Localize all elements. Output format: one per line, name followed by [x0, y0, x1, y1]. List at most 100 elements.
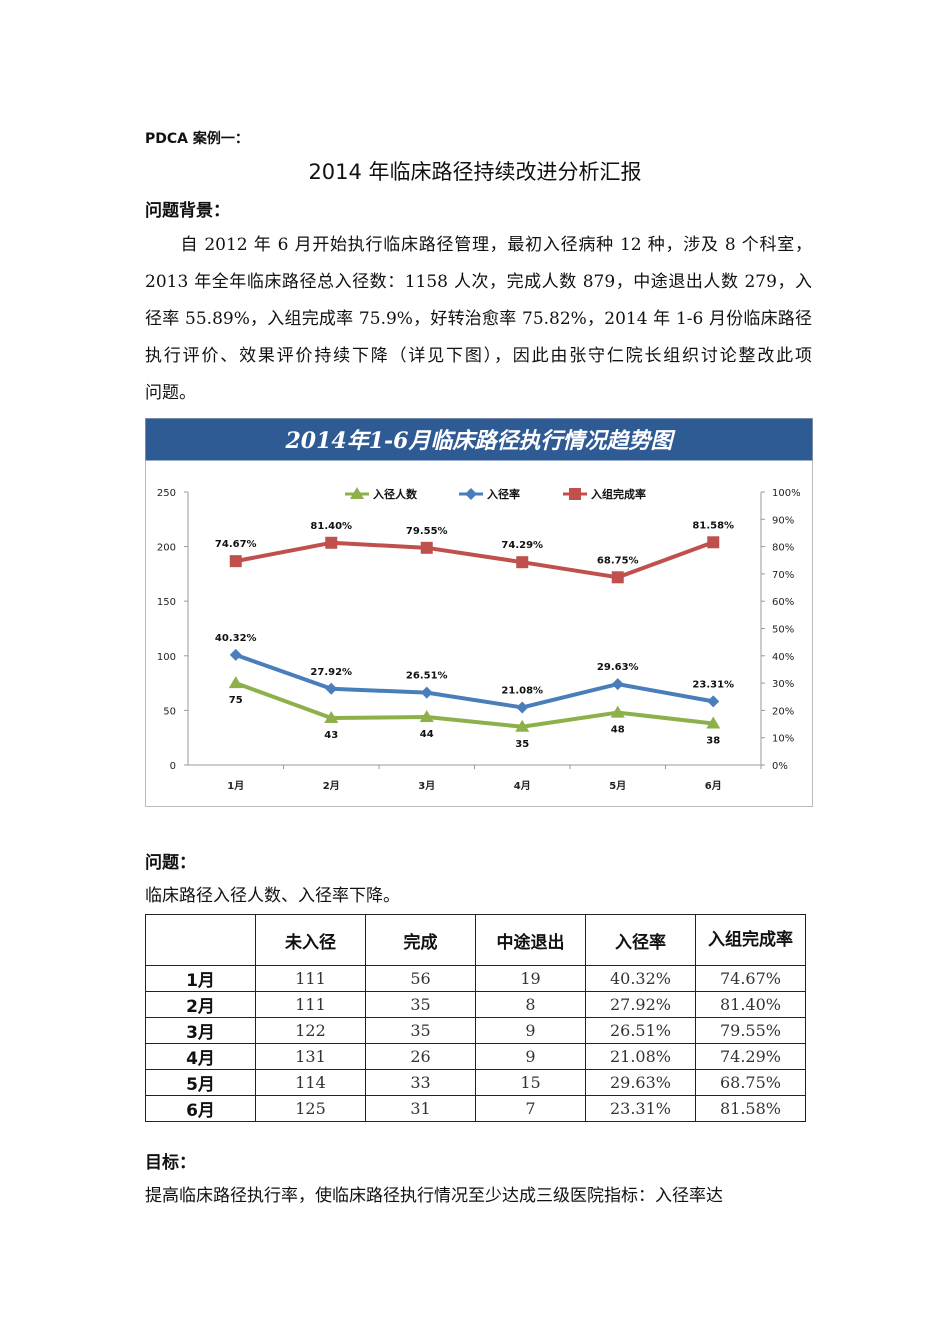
column-header: 完成	[365, 914, 476, 966]
y-right-tick-label: 10%	[772, 734, 794, 745]
y-right-tick-label: 70%	[772, 570, 794, 581]
table-cell: 9	[475, 1043, 586, 1070]
document-title: 2014 年临床路径持续改进分析汇报	[308, 160, 642, 184]
data-point	[229, 555, 242, 568]
table-cell: 31	[365, 1095, 476, 1122]
row-label: 6月	[145, 1095, 256, 1122]
column-header: 入组完成率	[695, 914, 806, 966]
background-line: 执行评价、效果评价持续下降（详见下图），因此由张守仁院长组织讨论整改此项	[145, 346, 812, 366]
table-cell: 40.32%	[585, 965, 696, 992]
y-right-tick-label: 80%	[772, 543, 794, 554]
row-label: 2月	[145, 991, 256, 1018]
table-cell: 56	[365, 965, 476, 992]
data-point	[420, 686, 433, 699]
table-cell: 122	[255, 1017, 366, 1044]
table-cell: 35	[365, 991, 476, 1018]
data-point	[419, 709, 434, 722]
table-cell: 74.67%	[695, 965, 806, 992]
data-label: 74.29%	[501, 540, 543, 551]
y-left-tick-label: 0	[170, 761, 176, 772]
y-right-tick-label: 30%	[772, 679, 794, 690]
data-label: 79.55%	[406, 526, 448, 537]
row-label: 5月	[145, 1069, 256, 1096]
table-cell: 7	[475, 1095, 586, 1122]
table-row: 4月 131 26 9 21.08% 74.29%	[145, 1043, 806, 1070]
row-label: 3月	[145, 1017, 256, 1044]
table-cell: 111	[255, 965, 366, 992]
legend-label: 入径率	[487, 487, 520, 501]
data-label: 26.51%	[406, 671, 448, 682]
data-label: 35	[515, 739, 529, 750]
table-cell: 35	[365, 1017, 476, 1044]
data-label: 23.31%	[692, 679, 734, 690]
data-point	[515, 719, 530, 732]
table-cell: 26.51%	[585, 1017, 696, 1044]
data-point	[611, 571, 624, 584]
column-header	[145, 914, 256, 966]
y-left-tick-label: 200	[157, 543, 176, 554]
table-cell: 9	[475, 1017, 586, 1044]
table-header-row: 未入径 完成 中途退出 入径率 入组完成率	[145, 914, 806, 966]
legend-label: 入组完成率	[591, 487, 646, 501]
legend-marker	[569, 488, 581, 500]
chart-title-band	[145, 418, 813, 461]
y-right-tick-label: 60%	[772, 597, 794, 608]
table-row: 2月 111 35 8 27.92% 81.40%	[145, 991, 806, 1018]
legend-marker	[350, 487, 364, 499]
chart-title: 2014年1-6月临床路径执行情况趋势图	[285, 428, 677, 454]
data-label: 74.67%	[215, 539, 257, 550]
column-header: 中途退出	[475, 914, 586, 966]
table-cell: 15	[475, 1069, 586, 1096]
data-point	[707, 536, 720, 549]
data-label: 40.32%	[215, 633, 257, 644]
data-label: 75	[229, 695, 243, 706]
x-tick-label: 4月	[514, 780, 531, 792]
y-right-tick-label: 0%	[772, 761, 788, 772]
data-point	[325, 682, 338, 695]
goal-heading: 目标：	[145, 1153, 196, 1173]
table-cell: 81.40%	[695, 991, 806, 1018]
trend-chart: 2014年1-6月临床路径执行情况趋势图 0 50 100 150 200 250 0% 10%…	[145, 418, 813, 807]
background-line: 2013 年全年临床路径总入径数：1158 人次，完成人数 879，中途退出人数…	[145, 272, 812, 292]
table-cell: 19	[475, 965, 586, 992]
data-point	[420, 541, 433, 554]
data-label: 81.40%	[310, 521, 352, 532]
row-label: 4月	[145, 1043, 256, 1070]
table-row: 3月 122 35 9 26.51% 79.55%	[145, 1017, 806, 1044]
y-left-tick-label: 250	[157, 488, 176, 499]
data-point	[516, 701, 529, 714]
problem-heading: 问题：	[145, 853, 196, 873]
data-point	[228, 676, 243, 689]
table-cell: 23.31%	[585, 1095, 696, 1122]
data-point	[229, 648, 242, 661]
data-label: 44	[420, 729, 434, 740]
table-cell: 26	[365, 1043, 476, 1070]
column-header: 入径率	[585, 914, 696, 966]
data-point	[706, 716, 721, 729]
data-point	[611, 678, 624, 691]
y-right-tick-label: 20%	[772, 706, 794, 717]
data-label: 68.75%	[597, 555, 639, 566]
problem-text: 临床路径入径人数、入径率下降。	[145, 886, 400, 906]
legend-marker	[465, 488, 477, 500]
case-label: PDCA 案例一：	[145, 131, 249, 147]
table-cell: 114	[255, 1069, 366, 1096]
table-cell: 8	[475, 991, 586, 1018]
table-cell: 81.58%	[695, 1095, 806, 1122]
y-left-tick-label: 50	[163, 706, 176, 717]
x-tick-label: 6月	[705, 780, 722, 792]
series-line-1	[235, 653, 714, 710]
series-line-2	[235, 540, 714, 580]
table-cell: 27.92%	[585, 991, 696, 1018]
data-point	[325, 536, 338, 549]
data-label: 21.08%	[501, 685, 543, 696]
data-label: 38	[706, 736, 720, 747]
data-label: 48	[611, 725, 625, 736]
table-cell: 74.29%	[695, 1043, 806, 1070]
goal-text: 提高临床路径执行率，使临床路径执行情况至少达成三级医院指标：入径率达	[145, 1186, 723, 1206]
background-line: 径率 55.89%，入组完成率 75.9%，好转治愈率 75.82%，2014 …	[145, 309, 812, 329]
data-point	[610, 705, 625, 718]
legend-label: 入径人数	[373, 487, 418, 501]
y-right-tick-label: 90%	[772, 515, 794, 526]
